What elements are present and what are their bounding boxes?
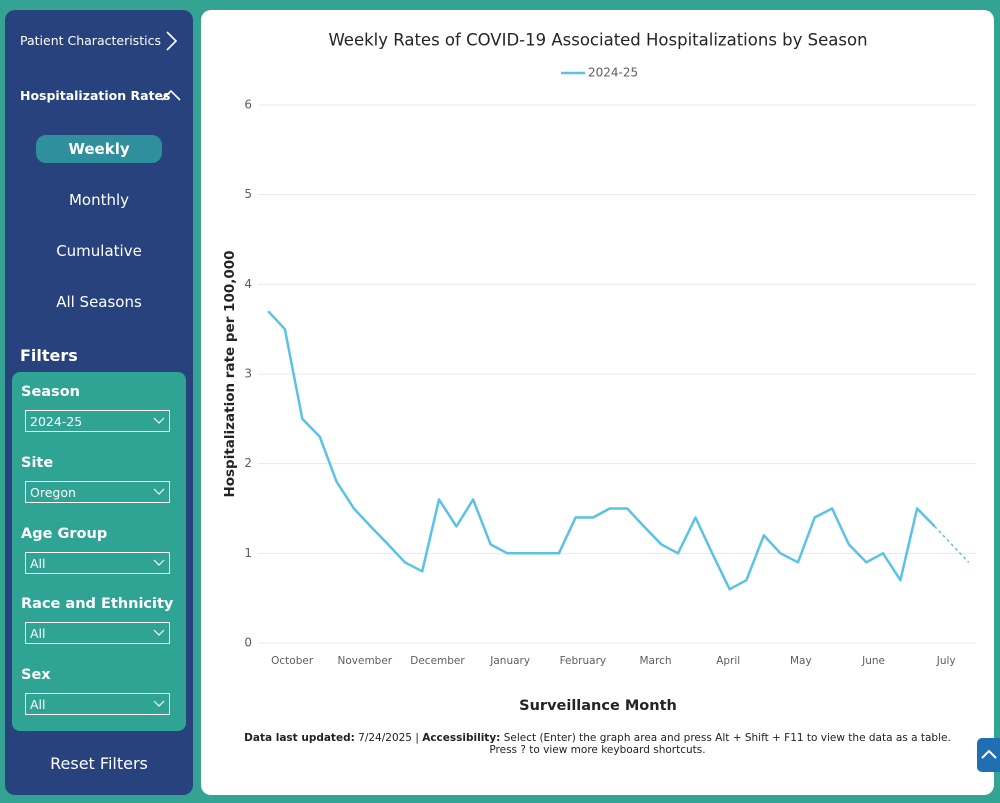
chevron-up[interactable] bbox=[160, 88, 182, 102]
filter-dropdown[interactable]: Oregon bbox=[25, 480, 170, 503]
filter-panel: Season 2024-25 Site Oregon Age Group All Race … bbox=[12, 372, 186, 731]
x-tick-label: October bbox=[271, 655, 314, 667]
filter-dropdown[interactable]: All bbox=[25, 551, 170, 574]
filter-value: All bbox=[30, 626, 46, 642]
x-tick-label: February bbox=[560, 655, 607, 667]
chart-title: Weekly Rates of COVID-19 Associated Hosp… bbox=[328, 31, 867, 50]
series-line bbox=[267, 310, 936, 591]
x-tick-label: January bbox=[489, 655, 530, 667]
filter-dropdown[interactable]: 2024-25 bbox=[25, 410, 170, 432]
y-tick-label: 1 bbox=[244, 546, 252, 560]
x-tick-label: November bbox=[338, 655, 393, 667]
y-tick-label: 0 bbox=[244, 636, 252, 650]
x-tick-label: July bbox=[936, 655, 956, 667]
reset-filters[interactable]: Reset Filters bbox=[50, 754, 148, 773]
access-label: Accessibility: bbox=[422, 732, 501, 744]
x-tick-label: March bbox=[640, 655, 672, 667]
chevron-right[interactable] bbox=[164, 30, 178, 52]
filter-label: Season bbox=[21, 384, 80, 400]
filter-label: Site bbox=[21, 454, 54, 471]
btn-monthly[interactable]: Monthly bbox=[68, 191, 130, 209]
nav-patient[interactable]: Patient Characteristics bbox=[20, 33, 161, 48]
dropdown-arrow bbox=[153, 700, 165, 708]
x-tick-label: June bbox=[861, 655, 885, 667]
filter-label: Age Group bbox=[21, 525, 108, 542]
updated-label: Data last updated: bbox=[244, 732, 355, 744]
dropdown-arrow bbox=[153, 488, 165, 495]
access-text: Select (Enter) the graph area and press … bbox=[503, 732, 951, 744]
series-line-incomplete bbox=[934, 525, 970, 563]
dropdown-arrow bbox=[153, 559, 165, 566]
filter-label: Race and Ethnicity bbox=[21, 596, 174, 613]
nav-hosp[interactable]: Hospitalization Rates bbox=[20, 88, 171, 103]
legend-label: 2024-25 bbox=[588, 66, 638, 80]
y-axis-label: Hospitalization rate per 100,000 bbox=[222, 250, 238, 497]
filter-value: Oregon bbox=[30, 484, 76, 500]
x-tick-label: December bbox=[410, 655, 465, 667]
x-tick-label: April bbox=[716, 655, 740, 667]
filter-value: 2024-25 bbox=[30, 414, 83, 429]
filter-dropdown[interactable]: All bbox=[25, 693, 170, 716]
x-axis-label: Surveillance Month bbox=[519, 698, 677, 714]
y-tick-label: 4 bbox=[244, 277, 252, 291]
footnote: Data last updated: 7/24/2025 | Accessibi… bbox=[201, 732, 994, 756]
sidebar: Patient Characteristics Hospitalization … bbox=[5, 10, 193, 795]
filter-value: All bbox=[30, 697, 46, 713]
y-tick-label: 6 bbox=[244, 98, 252, 112]
y-tick-label: 2 bbox=[244, 456, 252, 470]
y-tick-label: 5 bbox=[244, 187, 252, 201]
y-tick-label: 3 bbox=[244, 367, 252, 381]
footnote-line2: Press ? to view more keyboard shortcuts. bbox=[489, 744, 706, 756]
chart-panel: Weekly Rates of COVID-19 Associated Hosp… bbox=[201, 10, 994, 795]
btn-cumulative[interactable]: Cumulative bbox=[56, 242, 142, 260]
dropdown-arrow bbox=[153, 629, 165, 637]
filter-label: Sex bbox=[21, 667, 51, 684]
filter-value: All bbox=[30, 555, 46, 571]
scroll-top[interactable] bbox=[977, 738, 1000, 772]
dropdown-arrow bbox=[153, 417, 165, 424]
filters-title: Filters bbox=[20, 346, 78, 365]
scroll-icon bbox=[981, 749, 997, 759]
filter-dropdown[interactable]: All bbox=[25, 622, 170, 645]
chart[interactable]: Weekly Rates of COVID-19 Associated Hosp… bbox=[201, 10, 994, 730]
btn-weekly[interactable]: Weekly bbox=[36, 135, 162, 163]
updated: 7/24/2025 | bbox=[358, 732, 419, 744]
btn-all-seasons[interactable]: All Seasons bbox=[56, 293, 142, 311]
x-tick-label: May bbox=[790, 655, 812, 667]
